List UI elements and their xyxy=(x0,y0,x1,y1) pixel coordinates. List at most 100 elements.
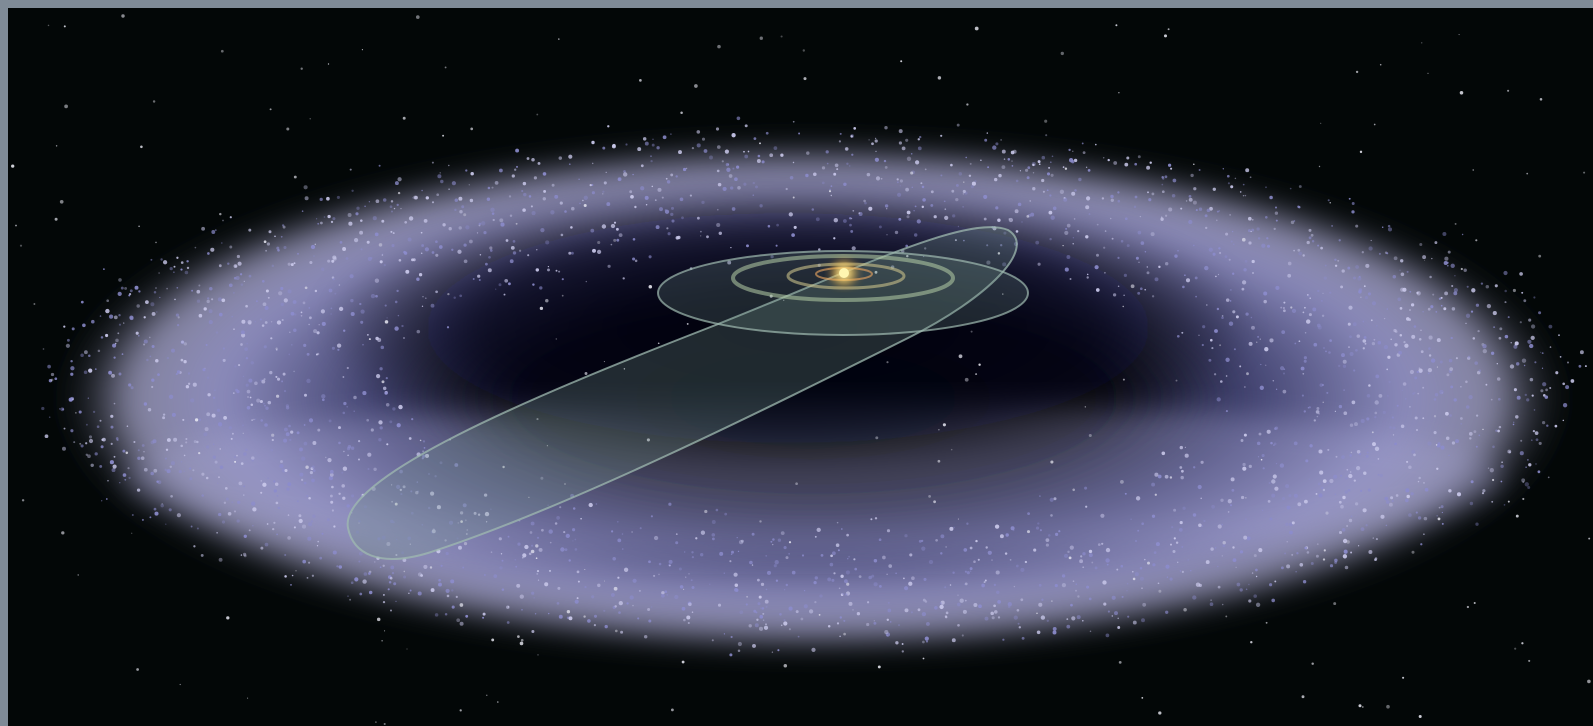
belt-particle xyxy=(949,526,954,531)
belt-particle xyxy=(1541,367,1544,369)
belt-particle xyxy=(830,554,833,558)
belt-particle xyxy=(1111,237,1114,240)
belt-particle xyxy=(1001,149,1006,154)
belt-particle xyxy=(944,208,947,210)
belt-particle xyxy=(110,442,113,445)
belt-particle xyxy=(509,259,514,264)
belt-particle xyxy=(110,414,114,418)
belt-particle xyxy=(1154,472,1159,477)
belt-particle xyxy=(1246,536,1251,541)
belt-particle xyxy=(898,141,902,145)
belt-particle xyxy=(515,565,518,568)
belt-particle xyxy=(331,346,335,350)
belt-particle xyxy=(664,590,668,594)
belt-particle xyxy=(757,602,761,606)
belt-particle xyxy=(1294,342,1297,345)
belt-particle xyxy=(194,246,197,249)
belt-particle xyxy=(399,469,403,474)
belt-particle xyxy=(420,574,423,577)
belt-particle xyxy=(1371,341,1376,346)
star xyxy=(50,378,54,382)
belt-particle xyxy=(934,606,938,610)
belt-particle xyxy=(178,469,182,474)
belt-particle xyxy=(445,551,449,556)
belt-particle xyxy=(391,571,395,575)
belt-particle xyxy=(263,345,267,349)
belt-particle xyxy=(285,432,290,437)
belt-particle xyxy=(882,555,886,560)
belt-particle xyxy=(225,497,229,501)
belt-particle xyxy=(205,445,210,449)
belt-particle xyxy=(914,160,920,165)
star xyxy=(1062,244,1064,247)
star xyxy=(125,451,129,455)
belt-particle xyxy=(669,565,671,567)
belt-particle xyxy=(241,319,246,324)
belt-particle xyxy=(1316,323,1321,328)
belt-particle xyxy=(1045,543,1049,547)
belt-particle xyxy=(394,326,399,331)
belt-particle xyxy=(234,365,237,368)
belt-particle xyxy=(1447,250,1451,254)
belt-particle xyxy=(675,175,678,178)
belt-particle xyxy=(140,456,145,460)
belt-particle xyxy=(763,625,769,630)
belt-particle xyxy=(1291,521,1295,525)
star xyxy=(1290,306,1293,309)
belt-particle xyxy=(709,155,713,160)
belt-particle xyxy=(1251,259,1255,264)
belt-particle xyxy=(1102,580,1107,585)
belt-particle xyxy=(283,427,288,432)
belt-particle xyxy=(1269,583,1273,587)
belt-particle xyxy=(1313,419,1316,422)
belt-particle xyxy=(1504,301,1507,304)
belt-particle xyxy=(999,534,1004,539)
belt-particle xyxy=(1526,398,1530,402)
belt-particle xyxy=(1512,423,1515,426)
belt-particle xyxy=(1170,167,1173,170)
belt-particle xyxy=(453,296,456,299)
belt-particle xyxy=(558,156,563,160)
belt-particle xyxy=(1370,239,1372,242)
belt-particle xyxy=(1496,377,1501,381)
belt-particle xyxy=(1184,453,1189,458)
belt-particle xyxy=(851,153,854,156)
belt-particle xyxy=(731,133,736,138)
belt-particle xyxy=(1253,594,1257,598)
belt-particle xyxy=(303,393,308,397)
belt-particle xyxy=(1241,287,1245,291)
belt-particle xyxy=(748,624,752,628)
belt-particle xyxy=(1500,464,1504,469)
belt-particle xyxy=(157,373,160,376)
belt-particle xyxy=(192,382,197,387)
belt-particle xyxy=(512,240,516,243)
star xyxy=(121,14,125,18)
belt-particle xyxy=(648,619,652,623)
belt-particle xyxy=(1144,251,1147,253)
belt-particle xyxy=(218,512,222,517)
belt-particle xyxy=(1184,446,1187,449)
belt-particle xyxy=(218,476,220,479)
belt-particle xyxy=(591,184,594,186)
belt-particle xyxy=(853,127,857,130)
belt-particle xyxy=(470,171,474,176)
belt-particle xyxy=(516,583,521,588)
belt-particle xyxy=(1085,235,1089,239)
belt-particle xyxy=(248,274,252,278)
belt-particle xyxy=(70,359,73,363)
belt-particle xyxy=(454,198,459,202)
belt-particle xyxy=(1227,499,1232,504)
belt-particle xyxy=(1279,463,1285,468)
belt-particle xyxy=(1325,350,1327,353)
belt-particle xyxy=(350,298,354,303)
belt-particle xyxy=(1225,298,1230,302)
belt-particle xyxy=(734,583,739,587)
belt-particle xyxy=(1075,589,1077,592)
belt-particle xyxy=(370,428,374,432)
belt-particle xyxy=(1177,249,1179,252)
belt-particle xyxy=(980,159,982,161)
star xyxy=(1118,661,1122,664)
belt-particle xyxy=(1584,365,1587,368)
star xyxy=(263,240,267,244)
belt-particle xyxy=(1470,310,1474,313)
